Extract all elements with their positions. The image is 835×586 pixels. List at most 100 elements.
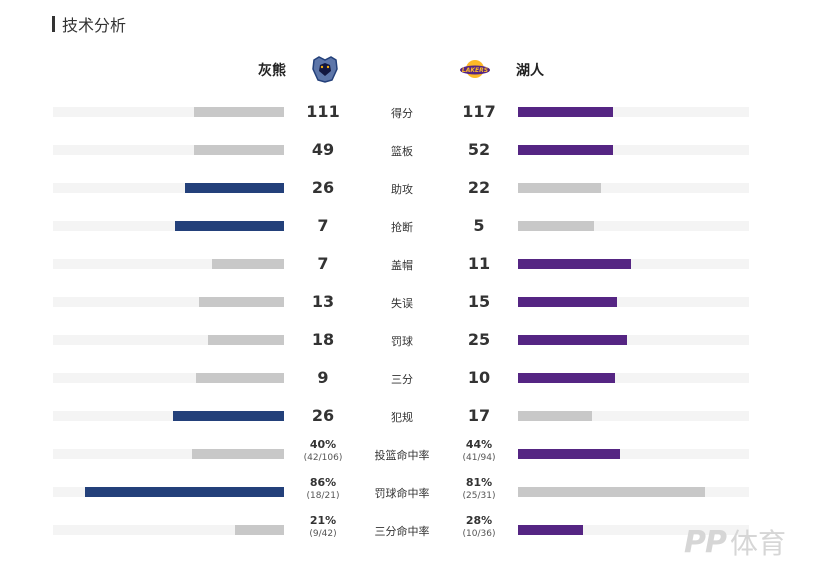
away-stat-value: 10 <box>467 368 491 387</box>
away-pct-main: 44% <box>465 438 493 451</box>
home-pct-value: 21% (9/42) <box>288 514 358 540</box>
pp-sports-watermark: PP 体育 <box>684 522 786 562</box>
watermark-text: 体育 <box>729 527 786 560</box>
home-stat-bar <box>199 297 284 307</box>
home-pct-sub: (18/21) <box>306 491 340 501</box>
away-stat-bar <box>518 373 615 383</box>
away-stat-value: 117 <box>462 102 496 121</box>
home-stat-value: 7 <box>317 254 329 273</box>
home-bar-track <box>53 373 284 383</box>
away-bar-track <box>518 221 749 231</box>
svg-text:LAKERS: LAKERS <box>462 67 488 74</box>
home-team-name: 灰熊 <box>258 63 286 79</box>
home-stat-bar <box>185 183 284 193</box>
home-stat-bar <box>175 221 284 231</box>
stat-label: 失误 <box>391 297 413 310</box>
away-bar-track <box>518 335 749 345</box>
away-pct-main: 81% <box>465 476 493 489</box>
pct-stat-row: 21% (9/42) 三分命中率 28% (10/36) <box>0 511 835 549</box>
home-bar-track <box>53 449 284 459</box>
away-pct-value: 44% (41/94) <box>444 438 514 464</box>
away-stat-value: 17 <box>467 406 491 425</box>
home-stat-bar <box>196 373 284 383</box>
away-bar-track <box>518 145 749 155</box>
away-bar-track <box>518 107 749 117</box>
grizzlies-bear-logo-icon <box>312 56 338 83</box>
away-stat-bar <box>518 297 617 307</box>
home-bar-track <box>53 221 284 231</box>
away-stat-value: 22 <box>467 178 491 197</box>
away-stat-bar <box>518 411 592 421</box>
away-stat-bar <box>518 107 613 117</box>
home-stat-value: 13 <box>311 292 335 311</box>
stat-label: 抢断 <box>391 221 413 234</box>
home-stat-bar <box>235 525 284 535</box>
stat-row: 18 罚球 25 <box>0 321 835 359</box>
home-stat-bar <box>194 107 284 117</box>
stat-label: 得分 <box>391 107 413 120</box>
away-bar-track <box>518 525 749 535</box>
away-stat-bar <box>518 525 583 535</box>
away-stat-bar <box>518 335 627 345</box>
away-stat-bar <box>518 183 601 193</box>
section-title: 技术分析 <box>62 16 127 35</box>
home-stat-bar <box>208 335 284 345</box>
home-bar-track <box>53 411 284 421</box>
stat-row: 7 抢断 5 <box>0 207 835 245</box>
stat-label: 罚球 <box>391 335 413 348</box>
away-pct-sub: (41/94) <box>462 453 496 463</box>
stat-label: 助攻 <box>391 183 413 196</box>
home-bar-track <box>53 297 284 307</box>
away-stat-value: 15 <box>467 292 491 311</box>
home-stat-value: 26 <box>311 406 335 425</box>
away-bar-track <box>518 487 749 497</box>
stat-label: 投篮命中率 <box>374 449 430 462</box>
home-pct-value: 40% (42/106) <box>288 438 358 464</box>
away-stat-value: 52 <box>467 140 491 159</box>
away-pct-main: 28% <box>465 514 493 527</box>
away-stat-bar <box>518 449 620 459</box>
home-stat-value: 7 <box>317 216 329 235</box>
away-stat-bar <box>518 221 594 231</box>
away-pct-value: 81% (25/31) <box>444 476 514 502</box>
home-stat-value: 26 <box>311 178 335 197</box>
away-pct-sub: (25/31) <box>462 491 496 501</box>
home-bar-track <box>53 145 284 155</box>
stat-label: 罚球命中率 <box>374 487 430 500</box>
home-stat-bar <box>85 487 284 497</box>
away-bar-track <box>518 183 749 193</box>
home-stat-bar <box>173 411 284 421</box>
away-bar-track <box>518 411 749 421</box>
home-pct-main: 86% <box>309 476 337 489</box>
home-stat-bar <box>192 449 284 459</box>
home-bar-track <box>53 259 284 269</box>
home-bar-track <box>53 183 284 193</box>
home-pct-sub: (42/106) <box>303 453 343 463</box>
away-bar-track <box>518 259 749 269</box>
home-bar-track <box>53 525 284 535</box>
home-bar-track <box>53 107 284 117</box>
stat-label: 盖帽 <box>391 259 413 272</box>
stat-label: 三分 <box>391 373 413 386</box>
stat-label: 篮板 <box>391 145 413 158</box>
away-stat-bar <box>518 145 613 155</box>
home-stat-value: 18 <box>311 330 335 349</box>
section-header: 技术分析 <box>52 14 127 35</box>
away-stat-bar <box>518 487 705 497</box>
home-pct-sub: (9/42) <box>309 529 337 539</box>
home-pct-value: 86% (18/21) <box>288 476 358 502</box>
stat-label: 三分命中率 <box>374 525 430 538</box>
away-bar-track <box>518 373 749 383</box>
home-stat-value: 9 <box>317 368 329 387</box>
home-bar-track <box>53 487 284 497</box>
away-stat-bar <box>518 259 631 269</box>
home-stat-bar <box>194 145 284 155</box>
away-stat-value: 25 <box>467 330 491 349</box>
watermark-pp: PP <box>684 524 727 560</box>
away-pct-sub: (10/36) <box>462 529 496 539</box>
stat-row: 9 三分 10 <box>0 359 835 397</box>
home-stat-value: 49 <box>311 140 335 159</box>
away-bar-track <box>518 297 749 307</box>
stat-row: 7 盖帽 11 <box>0 245 835 283</box>
lakers-logo-icon: LAKERS <box>460 60 490 78</box>
